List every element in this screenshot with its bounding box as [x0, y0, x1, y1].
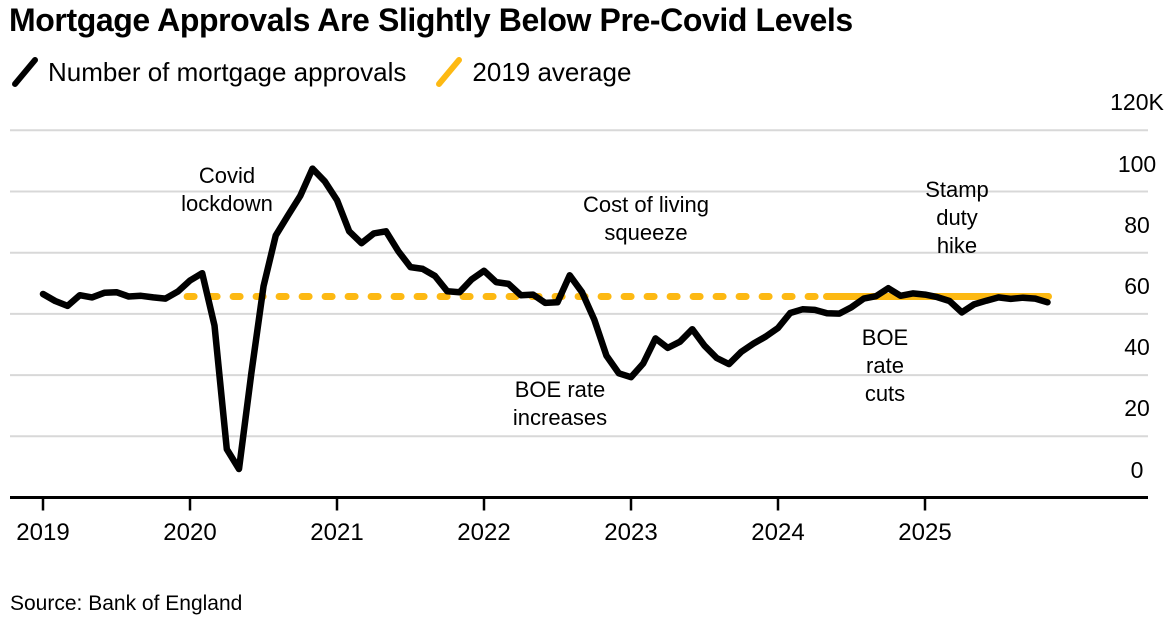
- y-axis-label: 80: [1124, 212, 1150, 238]
- legend-item-average: 2019 average: [434, 55, 631, 89]
- annotation: Covid lockdown: [181, 163, 273, 216]
- x-axis-label: 2024: [751, 519, 805, 546]
- y-axis-label: 120K: [1110, 89, 1164, 115]
- average-line-icon: [436, 57, 463, 87]
- legend-label-approvals: Number of mortgage approvals: [48, 56, 407, 87]
- chart-title: Mortgage Approvals Are Slightly Below Pr…: [9, 2, 853, 38]
- y-axis-label: 40: [1124, 334, 1150, 360]
- x-axis-label: 2025: [898, 519, 952, 546]
- annotation: Cost of living squeeze: [583, 192, 709, 245]
- y-axis-label: 20: [1124, 395, 1150, 421]
- x-axis-label: 2021: [310, 519, 364, 546]
- y-axis-label: 100: [1117, 151, 1157, 177]
- legend-item-approvals: Number of mortgage approvals: [10, 55, 406, 89]
- annotation: BOE rate cuts: [861, 325, 909, 406]
- series-line-icon: [12, 57, 38, 87]
- source-note: Source: Bank of England: [10, 592, 243, 615]
- x-axis-label: 2020: [163, 519, 217, 546]
- legend: Number of mortgage approvals 2019 averag…: [10, 55, 631, 89]
- annotation: BOE rate increases: [512, 377, 608, 430]
- annotation: Stamp duty hike: [925, 177, 989, 258]
- legend-label-average: 2019 average: [472, 56, 632, 87]
- y-axis-label: 60: [1124, 273, 1150, 299]
- x-axis-label: 2023: [604, 519, 658, 546]
- x-axis-label: 2019: [16, 519, 70, 546]
- y-axis-label: 0: [1130, 457, 1144, 483]
- x-axis-label: 2022: [457, 519, 511, 546]
- approvals-line: [39, 165, 1051, 473]
